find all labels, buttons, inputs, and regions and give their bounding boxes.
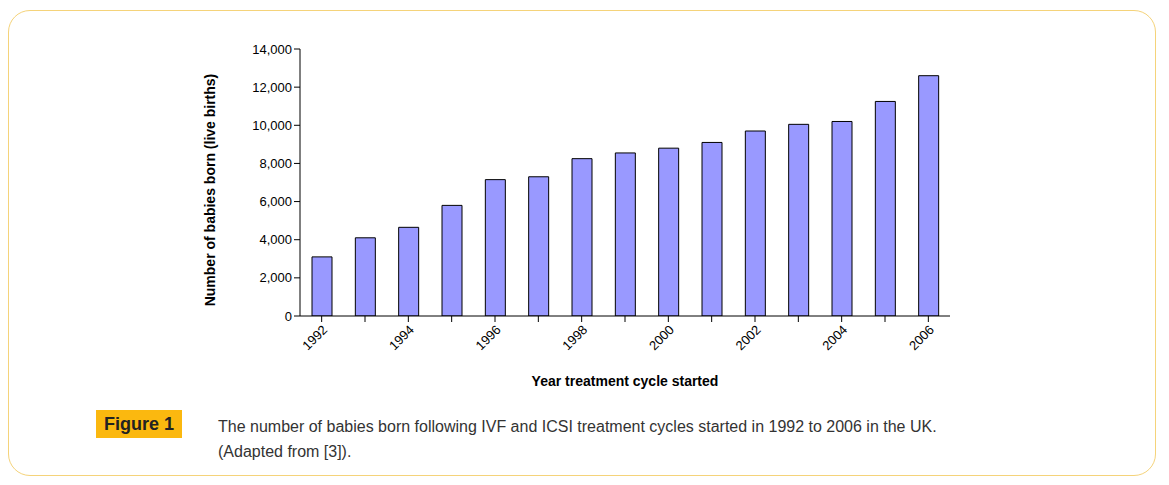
- svg-text:0: 0: [285, 309, 292, 324]
- svg-text:1994: 1994: [386, 322, 417, 353]
- svg-text:2000: 2000: [646, 322, 677, 353]
- svg-text:8,000: 8,000: [259, 156, 292, 171]
- svg-text:10,000: 10,000: [252, 118, 292, 133]
- html-text:(Adapted from [3]).: (Adapted from [3]).: [218, 443, 352, 460]
- svg-text:4,000: 4,000: [259, 232, 292, 247]
- html-text:Year treatment cycle started: Year treatment cycle started: [531, 373, 719, 389]
- svg-text:1996: 1996: [473, 322, 504, 353]
- html-text:Figure 1: Figure 1: [104, 414, 174, 434]
- svg-text:2002: 2002: [733, 322, 764, 353]
- svg-text:2006: 2006: [906, 322, 937, 353]
- html-text:The number of babies born foll: The number of babies born following IVF …: [218, 418, 937, 435]
- svg-text:6,000: 6,000: [259, 194, 292, 209]
- html-text:Number of babies born (live bi: Number of babies born (live births): [202, 73, 218, 307]
- svg-text:1992: 1992: [299, 322, 330, 353]
- svg-text:2004: 2004: [819, 322, 850, 353]
- svg-text:2,000: 2,000: [259, 270, 292, 285]
- svg-text:14,000: 14,000: [252, 42, 292, 57]
- svg-text:1998: 1998: [559, 322, 590, 353]
- svg-text:12,000: 12,000: [252, 80, 292, 95]
